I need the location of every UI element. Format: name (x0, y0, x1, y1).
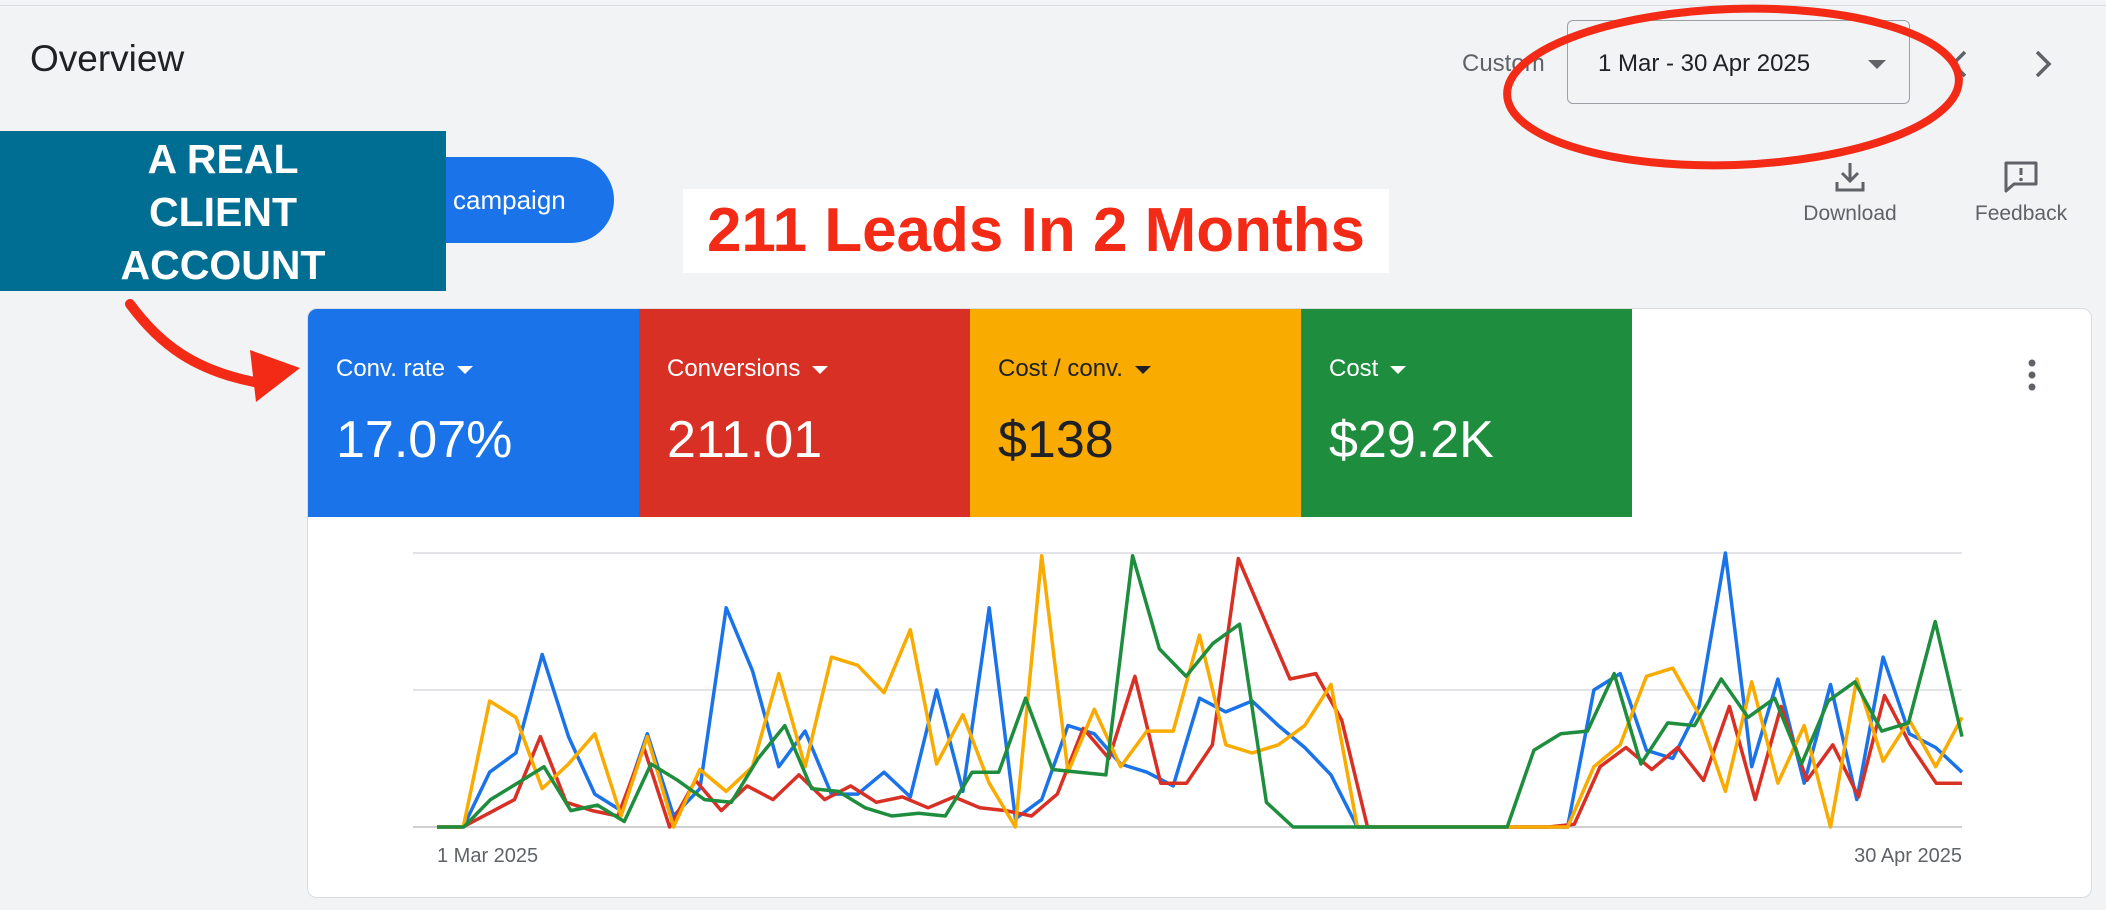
feedback-button[interactable]: Feedback (1946, 160, 2096, 226)
metric-name-row: Cost / conv. (998, 355, 1151, 383)
caret-down-icon (1390, 365, 1407, 374)
callout-line: ACCOUNT (120, 242, 326, 288)
chevron-left-icon[interactable] (1940, 44, 1980, 84)
caret-down-icon (1868, 60, 1886, 69)
series-line-cost (437, 553, 1964, 829)
metric-tile-cost[interactable]: Cost $29.2K (1301, 309, 1632, 517)
metric-tile-cost-per-conv[interactable]: Cost / conv. $138 (970, 309, 1301, 517)
callout-box: A REAL CLIENT ACCOUNT (0, 131, 446, 291)
metric-value: $138 (998, 411, 1114, 469)
overview-card: Conv. rate 17.07% Conversions 211.01 Cos… (307, 308, 2092, 898)
download-label: Download (1803, 202, 1897, 225)
feedback-label: Feedback (1974, 202, 2068, 225)
download-button[interactable]: Download (1775, 160, 1925, 226)
metric-name: Cost (1329, 355, 1379, 382)
metric-value: $29.2K (1329, 411, 1494, 469)
metric-tile-conv-rate[interactable]: Conv. rate 17.07% (308, 309, 639, 517)
metric-name: Cost / conv. (998, 355, 1123, 382)
metric-name-row: Conv. rate (336, 355, 473, 383)
top-divider (0, 5, 2106, 6)
metric-name: Conversions (667, 355, 801, 382)
x-tick-label: 30 Apr 2025 (1854, 845, 1962, 867)
more-vert-icon[interactable] (2022, 355, 2042, 395)
metric-name-row: Cost (1329, 355, 1407, 383)
chevron-right-icon[interactable] (2022, 44, 2062, 84)
x-tick-label: 1 Mar 2025 (437, 845, 538, 867)
date-range-value: 1 Mar - 30 Apr 2025 (1598, 50, 1811, 77)
caret-down-icon (1134, 365, 1151, 374)
metric-value: 17.07% (336, 411, 513, 469)
headline-annotation: 211 Leads In 2 Months (683, 189, 1389, 273)
date-range-picker[interactable]: 1 Mar - 30 Apr 2025 (1567, 20, 1910, 104)
metric-value: 211.01 (667, 411, 823, 469)
callout-line: CLIENT (148, 189, 298, 235)
caret-down-icon (456, 365, 473, 374)
series-line-conv-rate (437, 551, 1964, 829)
download-icon (1835, 163, 1865, 192)
metric-tile-conversions[interactable]: Conversions 211.01 (639, 309, 970, 517)
caret-down-icon (812, 365, 829, 374)
metric-name: Conv. rate (336, 355, 445, 382)
performance-line-chart: 1 Mar 2025 30 Apr 2025 (413, 551, 1964, 867)
feedback-icon (2004, 161, 2038, 193)
metric-name-row: Conversions (667, 355, 829, 383)
callout-line: A REAL (147, 136, 299, 182)
date-range-label: Custom (1462, 50, 1545, 77)
page-title: Overview (30, 38, 185, 79)
